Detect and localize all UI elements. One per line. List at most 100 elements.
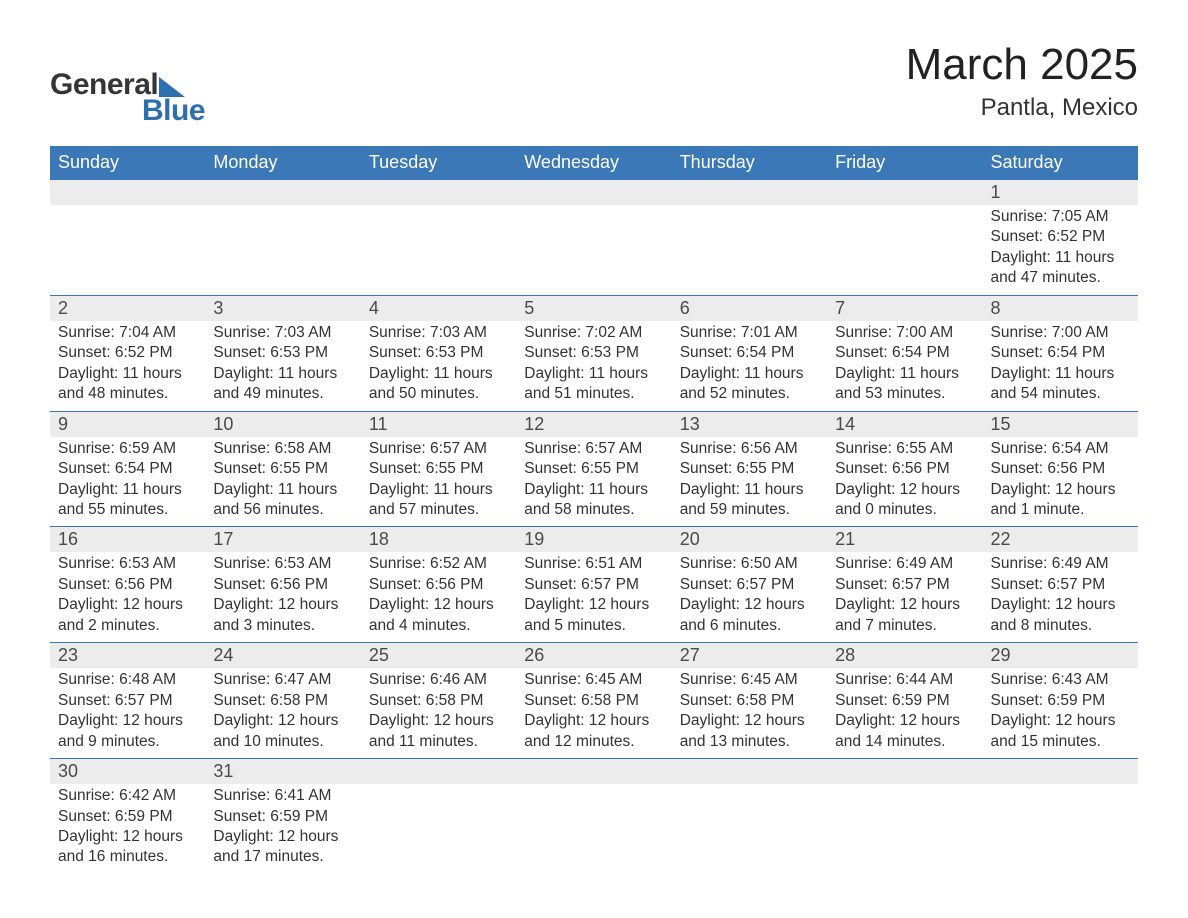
daynum-row: 3031 [50,759,1138,785]
day-number: 29 [983,643,1138,668]
day-number-cell: 6 [672,295,827,321]
day-number-cell: 16 [50,527,205,553]
day-number-cell [50,180,205,206]
day-number: 21 [827,527,982,552]
day-detail-cell: Sunrise: 6:55 AMSunset: 6:56 PMDaylight:… [827,437,982,527]
day-number: 25 [361,643,516,668]
day-detail-cell: Sunrise: 6:45 AMSunset: 6:58 PMDaylight:… [672,668,827,758]
day-number: 10 [205,412,360,437]
day-number: 26 [516,643,671,668]
day-detail-cell [361,784,516,874]
day-number: 7 [827,296,982,321]
day-number: 2 [50,296,205,321]
day-detail-cell: Sunrise: 7:00 AMSunset: 6:54 PMDaylight:… [827,321,982,411]
day-number-cell: 18 [361,527,516,553]
day-detail-cell: Sunrise: 6:45 AMSunset: 6:58 PMDaylight:… [516,668,671,758]
day-number: 3 [205,296,360,321]
day-detail: Sunrise: 7:04 AMSunset: 6:52 PMDaylight:… [58,323,197,405]
day-detail-cell [205,205,360,295]
day-number-cell: 11 [361,411,516,437]
day-number: 31 [205,759,360,784]
day-number: 19 [516,527,671,552]
day-number: 9 [50,412,205,437]
weekday-header: Wednesday [516,146,671,180]
header: General Blue March 2025 Pantla, Mexico [50,40,1138,128]
day-number: 13 [672,412,827,437]
day-detail-cell: Sunrise: 6:54 AMSunset: 6:56 PMDaylight:… [983,437,1138,527]
daynum-row: 23242526272829 [50,643,1138,669]
day-number-cell: 27 [672,643,827,669]
day-detail-cell: Sunrise: 7:05 AMSunset: 6:52 PMDaylight:… [983,205,1138,295]
day-detail-cell: Sunrise: 7:01 AMSunset: 6:54 PMDaylight:… [672,321,827,411]
day-detail: Sunrise: 6:49 AMSunset: 6:57 PMDaylight:… [835,554,974,636]
day-number-cell [983,759,1138,785]
day-number: 16 [50,527,205,552]
day-detail-cell [50,205,205,295]
day-detail-cell: Sunrise: 7:03 AMSunset: 6:53 PMDaylight:… [205,321,360,411]
calendar-head: SundayMondayTuesdayWednesdayThursdayFrid… [50,146,1138,180]
day-detail: Sunrise: 7:02 AMSunset: 6:53 PMDaylight:… [524,323,663,405]
day-number: 17 [205,527,360,552]
day-detail-cell: Sunrise: 6:47 AMSunset: 6:58 PMDaylight:… [205,668,360,758]
day-detail: Sunrise: 6:46 AMSunset: 6:58 PMDaylight:… [369,670,508,752]
day-detail-cell [516,205,671,295]
day-number-cell: 10 [205,411,360,437]
day-number-cell [516,759,671,785]
day-detail-cell [983,784,1138,874]
day-number: 12 [516,412,671,437]
day-detail-cell: Sunrise: 7:04 AMSunset: 6:52 PMDaylight:… [50,321,205,411]
detail-row: Sunrise: 6:59 AMSunset: 6:54 PMDaylight:… [50,437,1138,527]
day-detail: Sunrise: 6:42 AMSunset: 6:59 PMDaylight:… [58,786,197,868]
day-detail-cell: Sunrise: 6:57 AMSunset: 6:55 PMDaylight:… [516,437,671,527]
day-detail: Sunrise: 6:53 AMSunset: 6:56 PMDaylight:… [213,554,352,636]
day-detail: Sunrise: 6:45 AMSunset: 6:58 PMDaylight:… [524,670,663,752]
day-detail: Sunrise: 6:55 AMSunset: 6:56 PMDaylight:… [835,439,974,521]
day-number: 11 [361,412,516,437]
day-number-cell: 26 [516,643,671,669]
day-detail-cell: Sunrise: 6:53 AMSunset: 6:56 PMDaylight:… [205,552,360,642]
day-number-cell: 30 [50,759,205,785]
day-number-cell: 25 [361,643,516,669]
day-detail: Sunrise: 6:48 AMSunset: 6:57 PMDaylight:… [58,670,197,752]
detail-row: Sunrise: 6:53 AMSunset: 6:56 PMDaylight:… [50,552,1138,642]
detail-row: Sunrise: 6:42 AMSunset: 6:59 PMDaylight:… [50,784,1138,874]
weekday-header: Tuesday [361,146,516,180]
day-number-cell: 5 [516,295,671,321]
day-number-cell: 13 [672,411,827,437]
day-number-cell: 8 [983,295,1138,321]
day-number-cell: 12 [516,411,671,437]
day-number: 22 [983,527,1138,552]
day-number-cell: 29 [983,643,1138,669]
day-detail-cell: Sunrise: 7:02 AMSunset: 6:53 PMDaylight:… [516,321,671,411]
day-number: 5 [516,296,671,321]
day-number-cell: 14 [827,411,982,437]
day-detail: Sunrise: 7:00 AMSunset: 6:54 PMDaylight:… [835,323,974,405]
day-detail-cell: Sunrise: 7:00 AMSunset: 6:54 PMDaylight:… [983,321,1138,411]
day-number: 20 [672,527,827,552]
day-detail-cell: Sunrise: 6:57 AMSunset: 6:55 PMDaylight:… [361,437,516,527]
detail-row: Sunrise: 7:05 AMSunset: 6:52 PMDaylight:… [50,205,1138,295]
day-detail: Sunrise: 6:54 AMSunset: 6:56 PMDaylight:… [991,439,1130,521]
logo-text-blue: Blue [142,94,205,128]
day-detail: Sunrise: 6:47 AMSunset: 6:58 PMDaylight:… [213,670,352,752]
day-detail-cell: Sunrise: 6:48 AMSunset: 6:57 PMDaylight:… [50,668,205,758]
day-detail: Sunrise: 6:59 AMSunset: 6:54 PMDaylight:… [58,439,197,521]
day-detail: Sunrise: 6:51 AMSunset: 6:57 PMDaylight:… [524,554,663,636]
day-number-cell: 17 [205,527,360,553]
weekday-header: Monday [205,146,360,180]
day-detail: Sunrise: 6:43 AMSunset: 6:59 PMDaylight:… [991,670,1130,752]
day-detail-cell: Sunrise: 6:58 AMSunset: 6:55 PMDaylight:… [205,437,360,527]
day-number-cell: 23 [50,643,205,669]
day-detail-cell [672,205,827,295]
day-detail-cell [672,784,827,874]
day-number-cell: 22 [983,527,1138,553]
day-number-cell [672,759,827,785]
title-block: March 2025 Pantla, Mexico [906,40,1138,122]
day-number-cell: 31 [205,759,360,785]
day-detail-cell: Sunrise: 7:03 AMSunset: 6:53 PMDaylight:… [361,321,516,411]
day-number: 8 [983,296,1138,321]
day-detail: Sunrise: 6:57 AMSunset: 6:55 PMDaylight:… [524,439,663,521]
day-number: 15 [983,412,1138,437]
day-number-cell: 7 [827,295,982,321]
day-detail: Sunrise: 6:44 AMSunset: 6:59 PMDaylight:… [835,670,974,752]
